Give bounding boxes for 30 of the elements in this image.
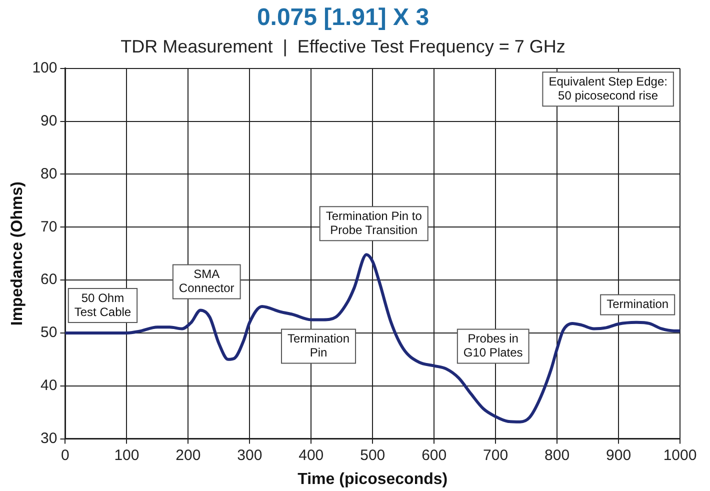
annotation: Termination xyxy=(606,297,669,312)
annotation: Termination Pin xyxy=(288,332,350,360)
x-tick-label: 300 xyxy=(237,446,262,464)
x-tick-label: 500 xyxy=(360,446,386,464)
x-tick-label: 900 xyxy=(606,446,632,464)
x-tick-label: 1000 xyxy=(663,446,697,464)
chart-title: 0.075 [1.91] X 3 xyxy=(256,4,430,32)
y-tick-label: 30 xyxy=(40,430,58,447)
y-tick-label: 90 xyxy=(40,112,58,130)
annotation: Termination Pin to Probe Transition xyxy=(326,208,422,237)
annotation: SMA Connector xyxy=(178,267,234,296)
y-axis-title: Impedance (Ohms) xyxy=(9,182,26,326)
chart-subtitle: TDR Measurement | Effective Test Frequency = 7 GHz xyxy=(120,36,566,57)
x-tick-label: 400 xyxy=(298,446,324,464)
y-tick-label: 80 xyxy=(40,165,58,182)
x-tick-label: 800 xyxy=(544,446,570,464)
y-tick-label: 60 xyxy=(40,271,58,288)
y-tick-label: 40 xyxy=(40,377,58,394)
annotation: 50 Ohm Test Cable xyxy=(74,290,132,319)
annotation: Equivalent Step Edge: 50 picosecond rise xyxy=(548,74,668,102)
x-tick-label: 600 xyxy=(422,446,447,464)
x-tick-label: 0 xyxy=(61,446,70,464)
y-tick-label: 70 xyxy=(40,218,58,236)
x-tick-label: 100 xyxy=(114,446,140,464)
x-axis-title: Time (picoseconds) xyxy=(298,470,448,488)
x-tick-label: 200 xyxy=(176,446,201,464)
y-tick-label: 100 xyxy=(32,60,58,77)
y-tick-label: 50 xyxy=(40,324,58,342)
annotation: Probes in G10 Plates xyxy=(463,332,523,360)
x-tick-label: 700 xyxy=(483,446,508,464)
